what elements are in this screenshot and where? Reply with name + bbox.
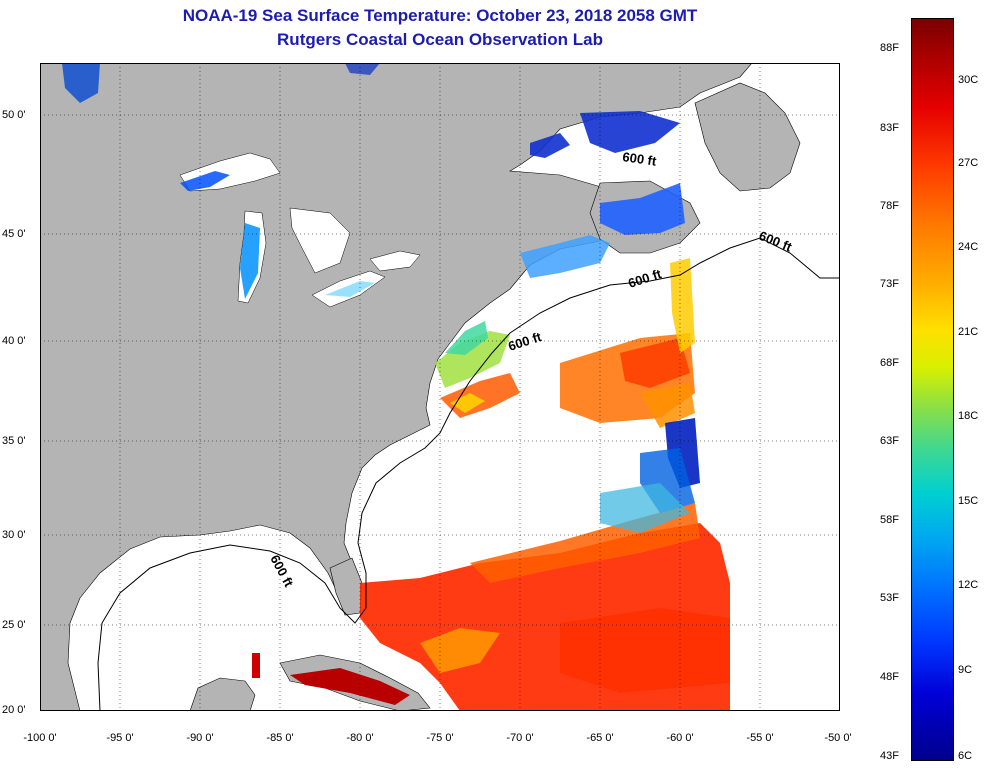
colorbar-label-f: 48F (880, 671, 899, 683)
colorbar-label-c: 18C (958, 410, 979, 422)
lake-ontario (369, 250, 421, 272)
y-tick: 20 0' (2, 704, 26, 716)
x-tick: -75 0' (426, 732, 454, 744)
bathymetry-contour-600ft (97, 237, 840, 711)
graticule (40, 63, 840, 711)
map-subtitle: Rutgers Coastal Ocean Observation Lab (277, 30, 603, 49)
x-tick: -70 0' (506, 732, 534, 744)
y-tick: 40 0' (2, 335, 26, 347)
contour-label: 600 ft (622, 149, 658, 169)
colorbar-label-c: 12C (958, 579, 979, 591)
y-tick: 25 0' (2, 619, 26, 631)
x-tick: -65 0' (586, 732, 614, 744)
land-newfoundland (694, 82, 801, 192)
y-tick: 35 0' (2, 435, 26, 447)
x-tick: -55 0' (746, 732, 774, 744)
colorbar-label-f: 78F (880, 200, 899, 212)
map-title: NOAA-19 Sea Surface Temperature: October… (182, 6, 698, 25)
x-tick: -80 0' (346, 732, 374, 744)
colorbar-label-c: 27C (958, 157, 979, 169)
colorbar-label-c: 24C (958, 241, 979, 253)
colorbar-label-f: 88F (880, 42, 899, 54)
x-tick: -50 0' (824, 732, 852, 744)
colorbar-label-f: 68F (880, 357, 899, 369)
land-yucatan (189, 677, 256, 711)
colorbar-label-c: 15C (958, 495, 979, 507)
y-tick: 30 0' (2, 529, 26, 541)
colorbar-label-f: 63F (880, 435, 899, 447)
x-tick: -90 0' (186, 732, 214, 744)
colorbar-label-f: 43F (880, 750, 899, 762)
sst-map: 600 ft 600 ft 600 ft 600 ft 600 ft (40, 63, 840, 711)
colorbar-label-c: 21C (958, 326, 979, 338)
colorbar-label-c: 9C (958, 664, 973, 676)
y-tick: 45 0' (2, 228, 26, 240)
colorbar-label-f: 53F (880, 592, 899, 604)
x-tick: -95 0' (106, 732, 134, 744)
colorbar-label-c: 6C (958, 750, 973, 762)
x-tick: -60 0' (666, 732, 694, 744)
land-north-america (40, 63, 753, 711)
x-tick: -100 0' (23, 732, 57, 744)
colorbar-label-c: 30C (958, 74, 979, 86)
colorbar-label-f: 58F (880, 514, 899, 526)
lake-huron (289, 207, 351, 274)
y-tick: 50 0' (2, 109, 26, 121)
sst-gulf-of-maine (520, 235, 610, 278)
x-tick: -85 0' (266, 732, 294, 744)
temperature-colorbar (911, 18, 954, 761)
colorbar-label-f: 83F (880, 122, 899, 134)
colorbar-label-f: 73F (880, 278, 899, 290)
